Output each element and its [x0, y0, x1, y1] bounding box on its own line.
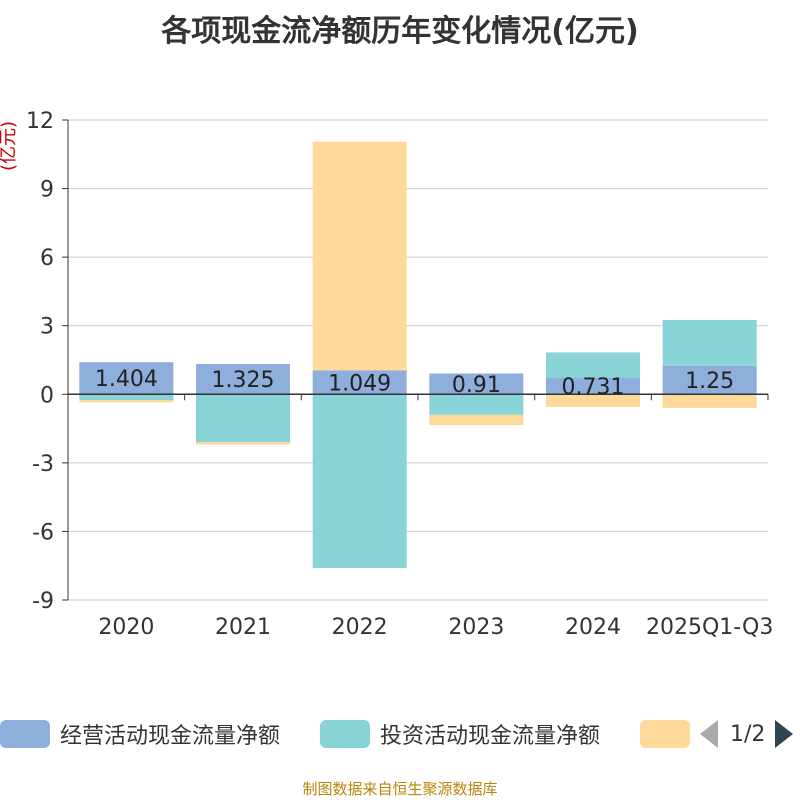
bar-s0-0	[79, 362, 174, 395]
bar-s2-3	[429, 414, 524, 426]
x-tick-label: 2024	[565, 615, 621, 640]
data-label: 0.731	[562, 375, 625, 400]
x-tick-label: 2020	[98, 615, 154, 640]
x-tick-label: 2023	[448, 615, 504, 640]
bar-s1-4	[546, 352, 640, 378]
data-label: 1.049	[328, 371, 391, 396]
legend-swatch-investing	[320, 720, 370, 748]
legend-next-icon[interactable]	[775, 720, 794, 748]
data-label: 1.404	[95, 367, 158, 392]
x-tick-label: 2021	[215, 615, 271, 640]
bar-s0-2	[312, 370, 407, 395]
legend-prev-icon[interactable]	[700, 720, 718, 748]
legend-label-operating: 经营活动现金流量净额	[60, 724, 281, 749]
data-label: 1.25	[685, 369, 734, 394]
legend-page-indicator: 1/2	[730, 721, 766, 747]
bar-s2-4	[546, 394, 640, 407]
legend-pager: 1/2	[700, 716, 794, 752]
bar-s0-1	[196, 364, 290, 395]
legend-label-investing: 投资活动现金流量净额	[380, 724, 601, 749]
bar-s2-1	[196, 442, 290, 445]
legend-item-operating[interactable]: 经营活动现金流量净额	[0, 716, 280, 752]
data-label: 1.325	[212, 368, 275, 393]
bar-s2-0	[79, 400, 174, 403]
y-tick-label: 9	[40, 178, 54, 203]
data-label: 0.91	[452, 373, 501, 398]
bar-s1-5	[662, 320, 757, 366]
bar-s0-3	[429, 373, 524, 395]
bar-s2-5	[662, 394, 757, 408]
legend-item-third[interactable]	[640, 716, 700, 752]
legend-item-investing[interactable]: 投资活动现金流量净额	[320, 716, 600, 752]
bar-s1-1	[196, 394, 290, 443]
bar-s1-3	[429, 394, 524, 415]
y-tick-label: -9	[32, 589, 54, 614]
x-tick-label: 2022	[332, 615, 388, 640]
bar-s2-2	[312, 141, 407, 371]
y-tick-label: 3	[40, 315, 54, 340]
legend: 经营活动现金流量净额 投资活动现金流量净额	[0, 716, 800, 752]
y-tick-label: -3	[32, 452, 54, 477]
chart-title: 各项现金流净额历年变化情况(亿元)	[161, 14, 639, 49]
y-tick-label: 12	[26, 109, 54, 134]
bar-s0-5	[662, 365, 757, 395]
x-tick-label: 2025Q1-Q3	[646, 615, 773, 640]
bar-chart: 12 9 6 3 0 -3 -6 -9 (亿元) 1.404 1.325 1.049 0.91 0.731…	[0, 109, 773, 640]
y-tick-label: 6	[40, 246, 54, 271]
bar-s0-4	[546, 377, 640, 395]
legend-swatch-third	[640, 720, 690, 748]
bar-s1-2	[312, 394, 407, 568]
y-axis-label: (亿元)	[0, 121, 19, 171]
legend-swatch-operating	[0, 720, 50, 748]
data-source-note: 制图数据来自恒生聚源数据库	[302, 780, 498, 798]
bar-s1-0	[79, 394, 174, 400]
y-tick-label: 0	[40, 383, 54, 408]
y-tick-label: -6	[32, 520, 54, 545]
